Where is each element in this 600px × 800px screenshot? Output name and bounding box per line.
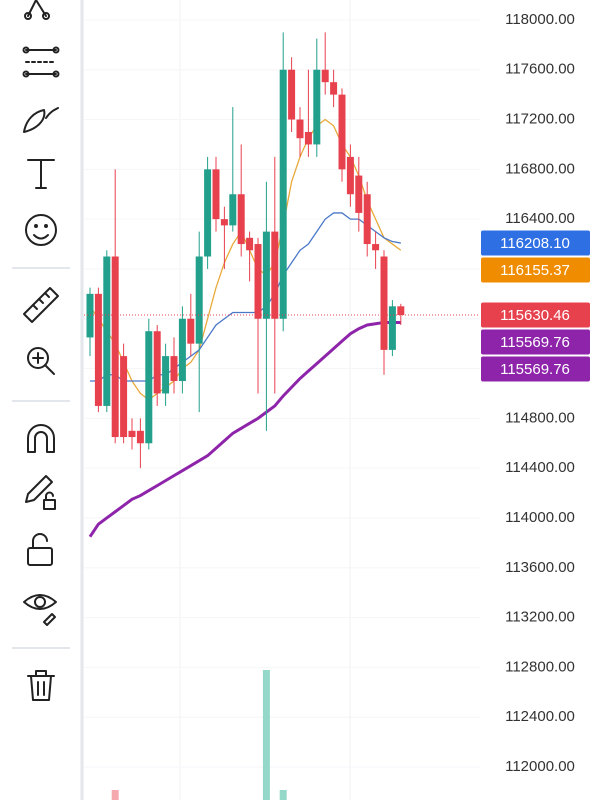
candle-body: [86, 293, 94, 338]
y-tick-label: 114000.00: [505, 509, 575, 526]
candle-body: [220, 219, 228, 226]
candle-body: [94, 293, 102, 406]
y-tick-label: 116400.00: [505, 210, 575, 227]
candle-body: [170, 356, 178, 382]
delete-tool[interactable]: [27, 670, 55, 701]
moving-average-line: [88, 320, 401, 538]
volume-bar: [279, 790, 287, 800]
candle-body: [246, 237, 254, 251]
y-tick-label: 112800.00: [505, 658, 575, 675]
candle-body: [346, 156, 354, 195]
candle-body: [330, 82, 338, 95]
candle-body: [120, 356, 128, 438]
candle-body: [254, 244, 262, 319]
volume-bar: [262, 670, 270, 800]
volume-bar: [111, 790, 119, 800]
y-tick-label: 112400.00: [505, 708, 575, 725]
candle-body: [313, 69, 321, 145]
y-tick-label: 117200.00: [505, 111, 575, 128]
y-tick-label: 114800.00: [505, 409, 575, 426]
price-label: 116208.10: [500, 235, 570, 252]
candle-body: [271, 231, 279, 319]
text-tool[interactable]: [27, 159, 55, 189]
candle-body: [338, 94, 346, 170]
y-tick-label: 117600.00: [505, 61, 575, 78]
candle-body: [397, 306, 405, 316]
price-label-box: [481, 257, 590, 283]
candle-body: [380, 256, 388, 350]
price-label: 115569.76: [500, 334, 570, 351]
toolbar: [12, 0, 84, 800]
y-tick-label: 113600.00: [505, 559, 575, 576]
candle-body: [162, 356, 170, 394]
magnet-tool[interactable]: [27, 424, 55, 453]
candle-body: [372, 244, 380, 251]
candle-body: [237, 194, 245, 245]
candle-body: [355, 175, 363, 213]
candle-body: [296, 119, 304, 139]
candle-body: [128, 430, 136, 438]
fib-tool[interactable]: [22, 46, 60, 78]
price-label-box: [481, 230, 590, 256]
price-label: 116155.37: [500, 262, 570, 279]
moving-average-line: [89, 118, 402, 401]
lock-tool[interactable]: [27, 533, 53, 566]
pattern-tool[interactable]: [24, 0, 50, 20]
candle-body: [288, 69, 296, 120]
price-label: 115630.46: [500, 307, 570, 324]
candle-body: [212, 169, 220, 220]
price-label: 115569.76: [500, 361, 570, 378]
candle-body: [103, 256, 111, 406]
price-label-box: [481, 302, 590, 328]
candle-body: [279, 69, 287, 319]
candle-body: [136, 430, 144, 444]
candle-body: [204, 169, 212, 257]
candle-body: [195, 256, 203, 344]
price-label-box: [481, 329, 590, 355]
candle-body: [363, 194, 371, 245]
y-tick-label: 112000.00: [505, 758, 575, 775]
y-tick-label: 113200.00: [505, 609, 575, 626]
lock-drawing-tool[interactable]: [25, 475, 56, 510]
candle-body: [145, 331, 153, 444]
candle-body: [111, 256, 119, 438]
y-tick-label: 118000.00: [505, 11, 575, 28]
moving-average-line: [90, 212, 401, 382]
candle-body: [304, 131, 312, 145]
emoji-tool[interactable]: [25, 214, 57, 246]
visibility-tool[interactable]: [23, 594, 57, 626]
brush-tool[interactable]: [23, 107, 59, 133]
candle-body: [153, 331, 161, 394]
ruler-tool[interactable]: [23, 287, 59, 323]
zoom-tool[interactable]: [27, 347, 55, 375]
y-tick-label: 114400.00: [505, 459, 575, 476]
candle-body: [321, 69, 329, 83]
candle-body: [187, 318, 195, 344]
price-label-box: [481, 356, 590, 382]
candle-body: [229, 194, 237, 226]
y-tick-label: 116800.00: [505, 160, 575, 177]
candle-body: [178, 318, 186, 382]
candle-body: [262, 231, 270, 319]
candle-body: [388, 306, 396, 350]
